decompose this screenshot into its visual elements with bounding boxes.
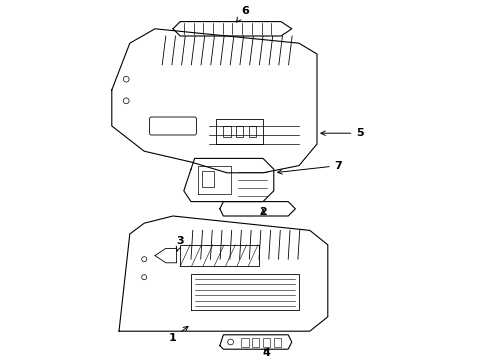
Bar (252, 338, 259, 347)
Text: 3: 3 (176, 236, 184, 252)
Bar (274, 338, 281, 347)
Bar (242, 338, 248, 347)
Bar (202, 171, 215, 187)
Text: 1: 1 (169, 327, 188, 343)
Bar (263, 338, 270, 347)
Text: 7: 7 (278, 161, 343, 174)
Text: 6: 6 (237, 6, 249, 22)
Bar (223, 126, 231, 137)
Text: 5: 5 (321, 128, 364, 138)
Text: 4: 4 (263, 348, 270, 358)
Text: 2: 2 (259, 207, 267, 217)
Bar (248, 126, 256, 137)
Bar (236, 126, 243, 137)
